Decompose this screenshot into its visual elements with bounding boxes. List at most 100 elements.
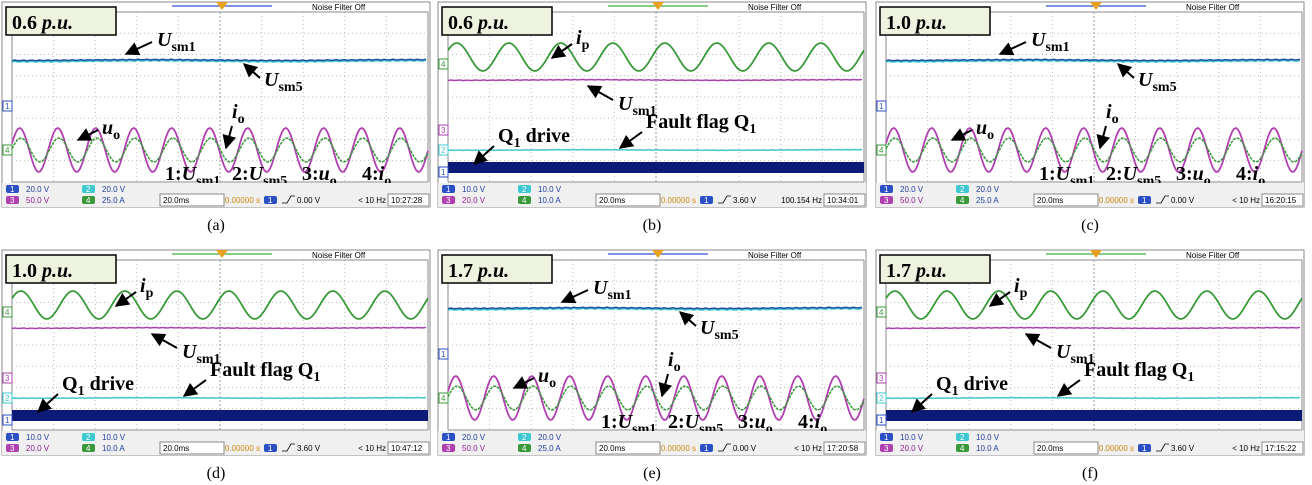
- scale-value: 20.0 V: [900, 185, 924, 194]
- label-main: u: [976, 117, 987, 139]
- delay: 0.00000 s: [225, 196, 260, 205]
- noise-filter: Noise Filter Off: [312, 251, 366, 260]
- clock: 17:15:22: [1265, 444, 1297, 453]
- label-sub: p: [582, 38, 590, 53]
- channel-marker-label: 1: [441, 168, 446, 177]
- scope-panel: Noise Filter Off140.6p.u.Usm1Usm5uoio1:U…: [2, 2, 430, 207]
- trigger-channel: 1: [268, 444, 273, 453]
- channel-marker-label: 3: [441, 126, 446, 135]
- frequency: < 10 Hz: [794, 444, 822, 453]
- channel-box-label: 1: [10, 433, 15, 442]
- legend-num: 1:: [165, 163, 182, 185]
- label-tail: drive: [521, 125, 571, 147]
- badge-unit: p.u.: [40, 260, 73, 282]
- waveform: [886, 410, 1302, 421]
- trigger-level: 3.60 V: [733, 196, 757, 205]
- channel-marker-label: 4: [879, 146, 884, 155]
- timebase: 20.0ms: [163, 444, 189, 453]
- channel-marker-label: 2: [5, 394, 10, 403]
- label-main: u: [102, 117, 113, 139]
- scale-value: 10.0 V: [538, 185, 562, 194]
- caption: (b): [643, 217, 662, 234]
- scale-value: 10.0 A: [102, 444, 125, 453]
- badge-value: 1.0: [886, 12, 911, 34]
- legend-num: 3:: [302, 163, 319, 185]
- trigger-channel: 1: [1142, 444, 1147, 453]
- scale-value: 50.0 V: [900, 196, 924, 205]
- scale-value: 10.0 V: [900, 433, 924, 442]
- legend-num: 2:: [668, 411, 685, 433]
- channel-marker-label: 4: [441, 394, 446, 403]
- waveform: [448, 307, 862, 309]
- label-sub: 1: [78, 384, 85, 399]
- legend-num: 4:: [1236, 163, 1253, 185]
- label-sub: sm1: [171, 40, 195, 55]
- noise-filter: Noise Filter Off: [748, 251, 802, 260]
- channel-marker-label: 4: [879, 308, 884, 317]
- legend-num: 1:: [601, 411, 618, 433]
- channel-box-label: 2: [960, 433, 965, 442]
- channel-box-label: 2: [86, 433, 91, 442]
- channel-box-label: 4: [960, 196, 965, 205]
- scale-value: 20.0 V: [462, 433, 486, 442]
- channel-box-label: 4: [86, 444, 91, 453]
- trigger-level: 0.00 V: [297, 196, 321, 205]
- scale-value: 25.0 A: [976, 196, 999, 205]
- channel-marker-label: 3: [879, 374, 884, 383]
- scope-panel: Noise Filter Off141.7p.u.Usm1Usm5uoio1:U…: [438, 250, 866, 455]
- channel-box-label: 1: [10, 185, 15, 194]
- waveform: [886, 59, 1300, 61]
- channel-marker-label: 4: [5, 308, 10, 317]
- caption: (f): [1082, 465, 1098, 482]
- channel-box-label: 1: [884, 433, 889, 442]
- delay: 0.00000 s: [661, 196, 696, 205]
- noise-filter: Noise Filter Off: [312, 3, 366, 12]
- label-sub: p: [146, 286, 154, 301]
- badge-unit: p.u.: [914, 12, 947, 34]
- trigger-level: 3.60 V: [297, 444, 321, 453]
- badge-unit: p.u.: [476, 260, 509, 282]
- label-main: Q: [498, 125, 514, 147]
- label-main: Fault flag Q: [210, 359, 313, 381]
- channel-box-label: 3: [884, 196, 889, 205]
- label-sub: 1: [514, 136, 521, 151]
- caption: (c): [1081, 217, 1099, 234]
- label-sub: o: [987, 128, 994, 143]
- channel-marker-label: 1: [879, 102, 884, 111]
- label-sub: sm1: [1045, 40, 1069, 55]
- caption: (e): [643, 465, 661, 482]
- channel-box-label: 2: [960, 185, 965, 194]
- scale-value: 10.0 A: [976, 444, 999, 453]
- legend-main: u: [319, 163, 330, 185]
- label-sub: sm1: [607, 288, 631, 303]
- label-main: u: [538, 365, 549, 387]
- badge-unit: p.u.: [476, 12, 509, 34]
- frequency: < 10 Hz: [358, 444, 386, 453]
- badge-value: 1.7: [886, 260, 911, 282]
- trigger-level: 0.00 V: [1171, 196, 1195, 205]
- label-sub: o: [1112, 112, 1119, 127]
- scale-value: 10.0 V: [26, 433, 50, 442]
- waveform: [886, 398, 1300, 399]
- badge-text: 1.0p.u.: [886, 12, 947, 34]
- label-sub: o: [238, 112, 245, 127]
- channel-box-label: 1: [884, 185, 889, 194]
- scale-value: 20.0 V: [26, 185, 50, 194]
- waveform: [448, 79, 862, 80]
- legend-num: 4:: [362, 163, 379, 185]
- scope-panel: Noise Filter Off43211.7p.u.ipUsm1Q1 driv…: [876, 250, 1304, 455]
- waveform: [448, 150, 862, 151]
- label-main: Fault flag Q: [1084, 359, 1187, 381]
- channel-marker-label: 1: [441, 350, 446, 359]
- label-sub: sm5: [278, 80, 302, 95]
- legend-num: 2:: [1106, 163, 1123, 185]
- channel-box-label: 4: [522, 196, 527, 205]
- channel-box-label: 2: [522, 185, 527, 194]
- label-sub: o: [113, 128, 120, 143]
- label-tail: drive: [959, 373, 1009, 395]
- channel-marker-label: 4: [5, 146, 10, 155]
